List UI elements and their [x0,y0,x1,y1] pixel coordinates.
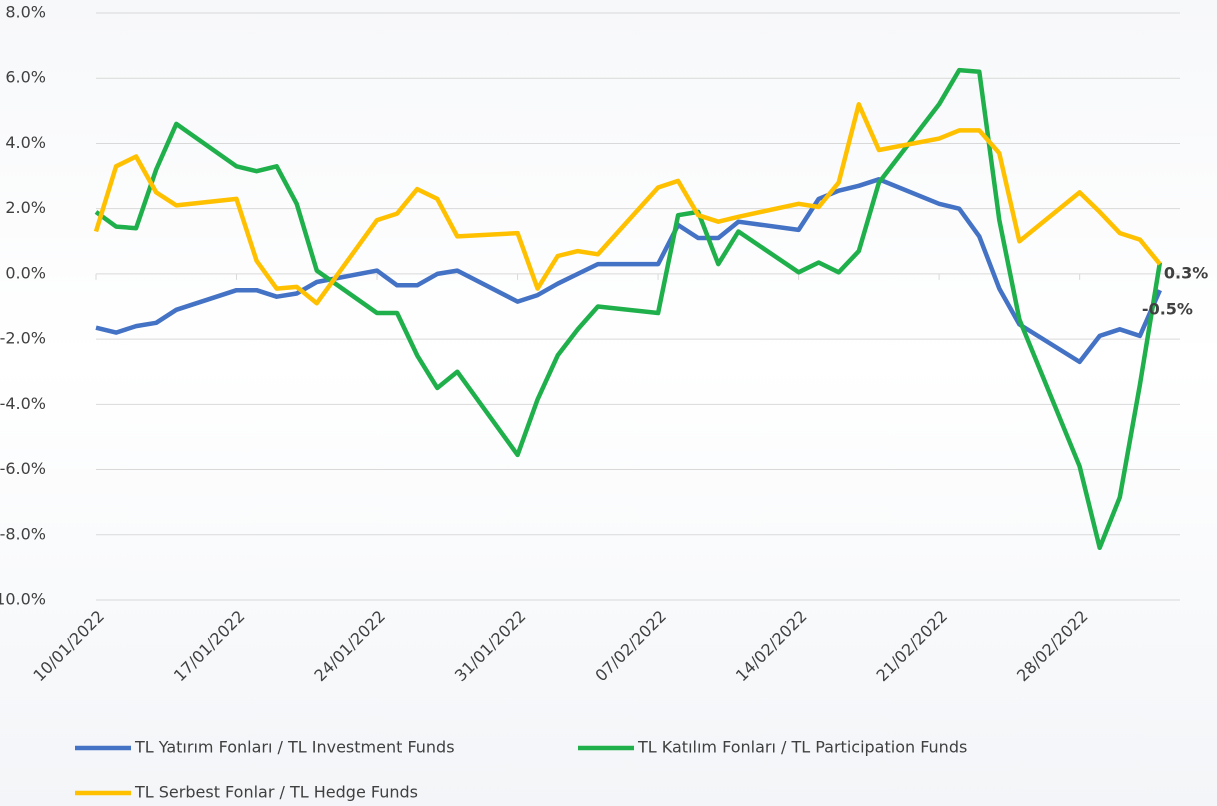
y-tick-label: -8.0% [0,524,46,543]
y-tick-label: 8.0% [5,3,46,22]
x-tick-label: 21/02/2022 [872,607,951,686]
y-tick-label: -10.0% [0,590,46,609]
x-tick-label: 31/01/2022 [451,607,530,686]
series-line [94,67,1163,551]
data-label: 0.3% [1164,264,1208,283]
legend-label: TL Yatırım Fonları / TL Investment Funds [134,738,455,757]
y-tick-label: 2.0% [5,198,46,217]
y-tick-label: 4.0% [5,133,46,152]
series-line [95,177,1162,365]
series-line [93,102,1162,306]
x-tick-label: 14/02/2022 [732,607,811,686]
legend-label: TL Katılım Fonları / TL Participation Fu… [637,738,967,757]
x-tick-label: 28/02/2022 [1013,607,1092,686]
data-label: -0.5% [1142,300,1193,319]
x-tick-label: 24/01/2022 [310,607,389,686]
y-tick-label: -2.0% [0,329,46,348]
y-tick-label: 6.0% [5,68,46,87]
y-tick-label: -4.0% [0,394,46,413]
legend-label: TL Serbest Fonlar / TL Hedge Funds [134,783,418,802]
x-tick-label: 10/01/2022 [29,607,108,686]
x-tick-label: 17/01/2022 [170,607,249,686]
x-tick-label: 07/02/2022 [591,607,670,686]
y-tick-label: -6.0% [0,459,46,478]
y-tick-label: 0.0% [5,263,46,282]
